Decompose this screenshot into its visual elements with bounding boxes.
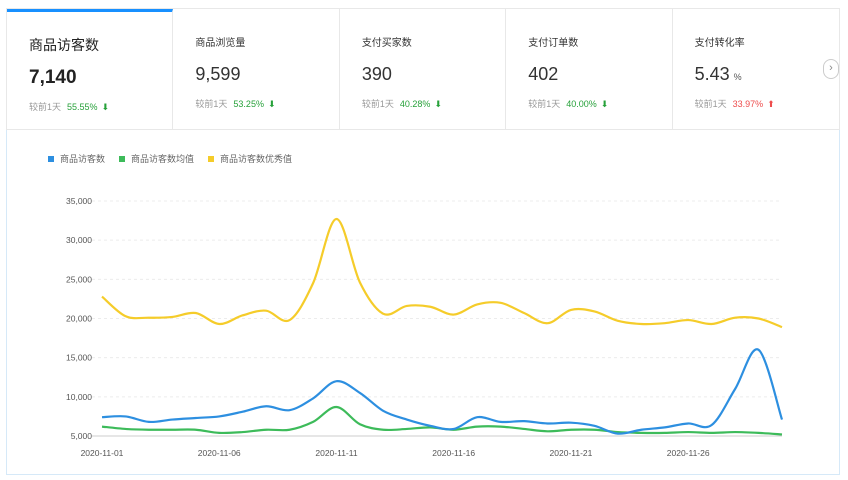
metric-card-visitors[interactable]: 商品访客数 7,140 较前1天 55.55% ⬇ [7, 9, 174, 129]
metric-value: 390 [361, 64, 392, 84]
metric-compare: 较前1天 33.97% ⬆ [694, 99, 775, 109]
legend-item-visitors[interactable]: 商品访客数 [48, 152, 105, 165]
y-tick-label: 15,000 [66, 353, 92, 363]
y-tick-label: 5,000 [71, 431, 93, 441]
metric-card-pageviews[interactable]: 商品浏览量 9,599 较前1天 53.25% ⬇ [173, 9, 340, 129]
metric-card-conversion[interactable]: 支付转化率 5.43% 较前1天 33.97% ⬆ [672, 9, 840, 129]
x-tick-label: 2020-11-11 [315, 448, 357, 458]
arrow-down-icon: ⬇ [101, 102, 110, 112]
metric-compare: 较前1天 53.25% ⬇ [195, 99, 276, 109]
arrow-down-icon: ⬇ [434, 99, 442, 109]
x-tick-label: 2020-11-16 [432, 448, 475, 458]
metric-pct: 53.25% [233, 99, 264, 109]
metric-value: 402 [528, 64, 559, 84]
legend-label: 商品访客数 [60, 154, 106, 164]
y-tick-label: 35,000 [66, 196, 92, 206]
series-line-0 [101, 348, 784, 435]
metric-card-orders[interactable]: 支付订单数 402 较前1天 40.00% ⬇ [506, 9, 673, 129]
metric-value: 9,599 [195, 64, 241, 84]
metric-pct: 40.28% [399, 99, 431, 109]
metric-cards: 商品访客数 7,140 较前1天 55.55% ⬇ 商品浏览量 9,599 较前1天… [6, 8, 840, 130]
metric-title: 商品访客数 [29, 37, 99, 53]
arrow-up-icon: ⬆ [767, 99, 775, 109]
legend-swatch [48, 155, 54, 162]
series-line-1 [101, 405, 783, 436]
x-tick-label: 2020-11-01 [81, 448, 124, 458]
legend-item-mean[interactable]: 商品访客数均值 [119, 152, 194, 165]
metric-compare: 较前1天 40.28% ⬇ [361, 99, 442, 109]
y-tick-label: 25,000 [66, 274, 92, 284]
metric-pct: 40.00% [566, 99, 597, 109]
legend-label: 商品访客数均值 [131, 154, 195, 164]
metric-value: 5.43% [694, 64, 742, 84]
legend-label: 商品访客数优秀值 [220, 154, 293, 164]
y-tick-label: 30,000 [66, 235, 92, 245]
x-tick-label: 2020-11-21 [550, 448, 593, 458]
next-arrow-button[interactable]: › [823, 59, 839, 79]
metric-card-buyers[interactable]: 支付买家数 390 较前1天 40.28% ⬇ [339, 9, 507, 129]
arrow-down-icon: ⬇ [267, 99, 276, 109]
metric-value: 7,140 [29, 67, 77, 88]
y-tick-label: 10,000 [66, 392, 92, 402]
chart-container [6, 130, 840, 475]
y-tick-label: 20,000 [66, 314, 92, 324]
metric-title: 支付买家数 [361, 38, 412, 49]
x-tick-label: 2020-11-26 [667, 448, 710, 458]
legend-item-excellent[interactable]: 商品访客数优秀值 [208, 152, 292, 165]
legend-swatch [208, 155, 215, 162]
arrow-down-icon: ⬇ [600, 99, 609, 109]
metric-title: 支付订单数 [528, 38, 579, 49]
metric-title: 支付转化率 [694, 38, 745, 49]
series-line-2 [101, 217, 783, 329]
metric-pct: 55.55% [67, 102, 98, 112]
metric-pct: 33.97% [732, 99, 764, 109]
chart-legend: 商品访客数 商品访客数均值 商品访客数优秀值 [48, 152, 306, 165]
metric-title: 商品浏览量 [195, 38, 246, 49]
x-tick-label: 2020-11-06 [198, 448, 241, 458]
legend-swatch [119, 155, 126, 162]
metric-compare: 较前1天 55.55% ⬇ [29, 102, 110, 112]
metric-compare: 较前1天 40.00% ⬇ [528, 99, 609, 109]
